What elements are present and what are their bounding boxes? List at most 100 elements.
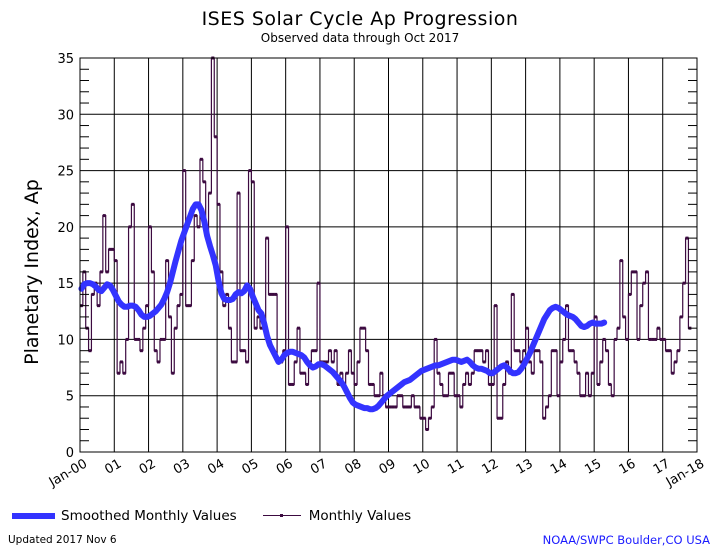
monthly-point	[271, 292, 275, 296]
monthly-point	[294, 360, 298, 364]
monthly-point	[351, 371, 355, 375]
monthly-point	[411, 394, 415, 398]
monthly-point	[131, 202, 135, 206]
monthly-point	[502, 382, 506, 386]
monthly-point	[499, 416, 503, 420]
monthly-point	[288, 382, 292, 386]
monthly-point	[588, 394, 592, 398]
monthly-point	[625, 337, 629, 341]
monthly-series	[79, 56, 692, 431]
monthly-point	[239, 349, 243, 353]
monthly-point	[436, 371, 440, 375]
x-tick-label: 09	[377, 456, 399, 477]
monthly-point	[268, 292, 272, 296]
monthly-point	[405, 405, 409, 409]
legend-monthly-swatch	[262, 511, 301, 521]
x-tick-label: 06	[274, 456, 296, 477]
monthly-point	[311, 349, 315, 353]
monthly-point	[496, 416, 500, 420]
monthly-point	[285, 225, 289, 229]
monthly-point	[165, 259, 169, 263]
monthly-point	[674, 360, 678, 364]
monthly-point	[671, 371, 675, 375]
monthly-point	[594, 315, 598, 319]
monthly-point	[468, 382, 472, 386]
monthly-point	[334, 349, 338, 353]
x-tick-label: 07	[308, 456, 330, 477]
monthly-point	[565, 304, 569, 308]
x-tick-label: 08	[342, 456, 364, 477]
monthly-point	[134, 337, 138, 341]
monthly-point	[682, 281, 686, 285]
monthly-point	[171, 371, 175, 375]
y-tick-label: 10	[57, 333, 74, 348]
monthly-point	[474, 349, 478, 353]
x-tick-label: 03	[171, 456, 193, 477]
monthly-point	[511, 292, 515, 296]
monthly-point	[128, 225, 132, 229]
plot-border	[79, 57, 698, 453]
monthly-point	[328, 349, 332, 353]
monthly-point	[108, 247, 112, 251]
monthly-point	[651, 337, 655, 341]
monthly-point	[259, 326, 263, 330]
monthly-point	[488, 382, 492, 386]
y-tick-label: 20	[57, 221, 74, 236]
monthly-point	[208, 191, 212, 195]
monthly-point	[231, 360, 235, 364]
legend-smoothed-swatch	[12, 513, 55, 519]
monthly-point	[539, 360, 543, 364]
monthly-point	[188, 304, 192, 308]
monthly-point	[174, 326, 178, 330]
monthly-point	[199, 157, 203, 161]
monthly-point	[591, 371, 595, 375]
monthly-point	[222, 304, 226, 308]
monthly-point	[325, 360, 329, 364]
monthly-point	[431, 405, 435, 409]
legend-smoothed-label: Smoothed Monthly Values	[61, 508, 237, 524]
monthly-point	[345, 371, 349, 375]
monthly-point	[605, 349, 609, 353]
x-tick-label: 05	[240, 456, 262, 477]
monthly-point	[514, 349, 518, 353]
y-tick-label: 30	[57, 108, 74, 123]
monthly-point	[505, 360, 509, 364]
monthly-point	[516, 349, 520, 353]
monthly-point	[562, 337, 566, 341]
monthly-point	[476, 349, 480, 353]
monthly-point	[139, 349, 143, 353]
monthly-point	[491, 382, 495, 386]
monthly-point	[525, 326, 529, 330]
monthly-point	[394, 405, 398, 409]
monthly-point	[579, 394, 583, 398]
monthly-point	[559, 360, 563, 364]
x-tick-label: 10	[411, 456, 433, 477]
monthly-point	[234, 360, 238, 364]
monthly-point	[399, 394, 403, 398]
monthly-point	[582, 394, 586, 398]
monthly-point	[282, 349, 286, 353]
monthly-point	[602, 337, 606, 341]
monthly-point	[331, 360, 335, 364]
monthly-point	[599, 360, 603, 364]
monthly-point	[228, 326, 232, 330]
monthly-point	[654, 337, 658, 341]
monthly-point	[408, 405, 412, 409]
monthly-point	[191, 259, 195, 263]
monthly-point	[642, 281, 646, 285]
monthly-point	[274, 292, 278, 296]
monthly-point	[88, 349, 92, 353]
monthly-point	[194, 214, 198, 218]
monthly-point	[105, 270, 109, 274]
monthly-point	[574, 360, 578, 364]
monthly-point	[631, 270, 635, 274]
monthly-point	[368, 382, 372, 386]
monthly-point	[362, 326, 366, 330]
monthly-point	[379, 371, 383, 375]
monthly-point	[322, 360, 326, 364]
monthly-point	[471, 371, 475, 375]
chart-subtitle: Observed data through Oct 2017	[260, 31, 460, 45]
monthly-point	[479, 349, 483, 353]
monthly-point	[162, 337, 166, 341]
